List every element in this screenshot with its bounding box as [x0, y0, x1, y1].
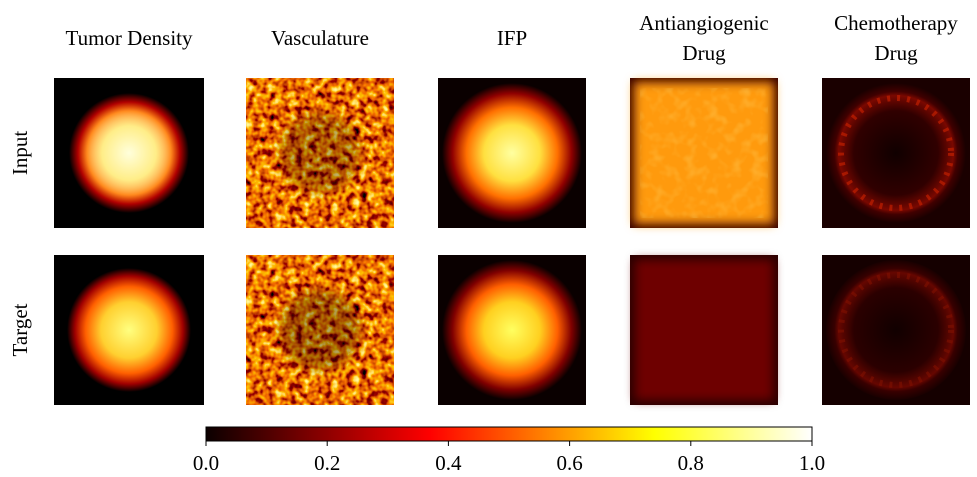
- column-title: Drug: [682, 41, 726, 65]
- column-title: Tumor Density: [66, 26, 193, 50]
- column-title: Chemotherapy: [834, 11, 958, 35]
- column-title: Drug: [874, 41, 918, 65]
- panel: [54, 78, 204, 228]
- panel: [246, 78, 394, 228]
- tick-label: 0.8: [678, 451, 704, 475]
- panel: [630, 78, 778, 228]
- column-title: Vasculature: [271, 26, 369, 50]
- panel: [822, 255, 970, 405]
- column-title: IFP: [497, 26, 527, 50]
- row-label: Target: [8, 303, 32, 356]
- panel: [630, 255, 778, 405]
- tick-label: 1.0: [799, 451, 825, 475]
- panel: [438, 78, 586, 228]
- panel: [438, 255, 586, 405]
- tick-label: 0.4: [435, 451, 462, 475]
- row-label: Input: [8, 131, 32, 175]
- panel: [822, 78, 970, 228]
- panel: [54, 255, 204, 405]
- tick-label: 0.6: [556, 451, 582, 475]
- panel: [246, 255, 394, 405]
- tick-label: 0.2: [314, 451, 340, 475]
- tick-label: 0.0: [193, 451, 219, 475]
- column-title: Antiangiogenic: [639, 11, 768, 35]
- colorbar: [205, 426, 813, 442]
